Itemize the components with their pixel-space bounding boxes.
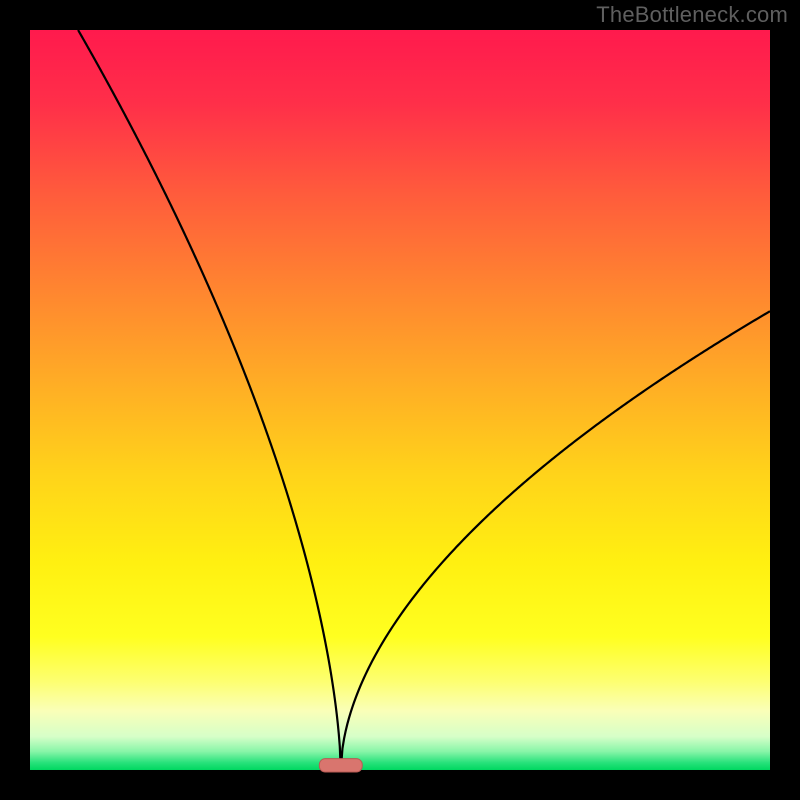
optimal-marker xyxy=(319,759,362,772)
plot-background xyxy=(30,30,770,770)
watermark-text: TheBottleneck.com xyxy=(596,2,788,28)
